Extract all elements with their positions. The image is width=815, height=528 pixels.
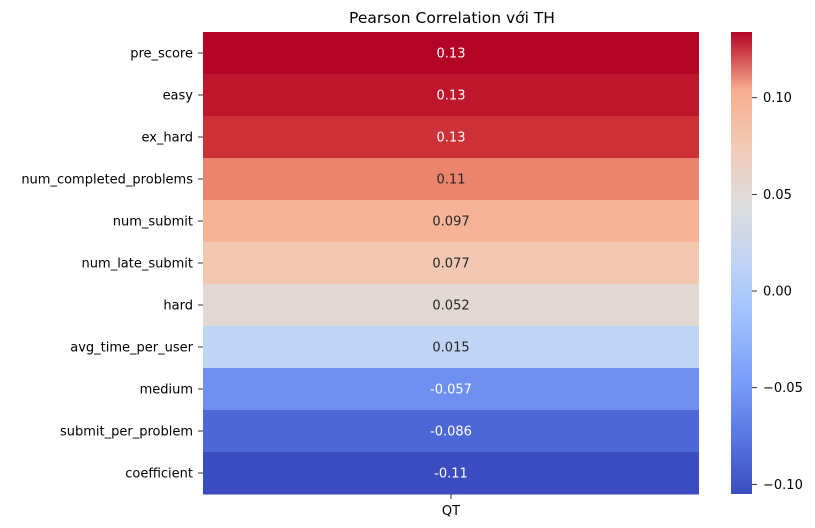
cell-value-label: 0.13 (437, 131, 466, 146)
cell-value-label: 0.077 (432, 257, 469, 272)
column-label: QT (442, 504, 460, 519)
row-label: avg_time_per_user (70, 341, 193, 356)
heatmap-cell (203, 158, 699, 201)
row-label: easy (163, 89, 194, 104)
row-label: coefficient (125, 467, 193, 482)
heatmap-cell (203, 74, 699, 117)
heatmap-cell (203, 284, 699, 327)
cell-value-label: 0.015 (432, 341, 469, 356)
heatmap-cell (203, 116, 699, 159)
cell-value-label: 0.13 (437, 47, 466, 62)
cell-value-label: -0.11 (434, 467, 468, 482)
heatmap-cell (203, 200, 699, 243)
colorbar-gradient (731, 32, 752, 494)
column-labels: QT (442, 494, 460, 519)
row-label: pre_score (130, 47, 193, 62)
heatmap-cell (203, 32, 699, 75)
colorbar-tick-label: −0.10 (763, 478, 803, 493)
colorbar-tick-label: 0.05 (763, 188, 792, 203)
cell-value-label: 0.097 (432, 215, 469, 230)
row-label: ex_hard (141, 131, 193, 146)
row-label: submit_per_problem (60, 425, 193, 440)
heatmap-cell (203, 242, 699, 285)
row-label: num_completed_problems (21, 173, 193, 188)
cell-value-label: -0.086 (430, 425, 472, 440)
colorbar-tick-label: −0.05 (763, 381, 803, 396)
heatmap-cell (203, 410, 699, 453)
chart-title: Pearson Correlation với TH (349, 9, 555, 27)
heatmap-cell (203, 452, 699, 495)
row-label: hard (163, 299, 193, 314)
cell-value-label: 0.13 (437, 89, 466, 104)
cell-value-label: 0.11 (437, 173, 466, 188)
row-label: medium (140, 383, 193, 398)
row-label: num_submit (113, 215, 193, 230)
row-label: num_late_submit (82, 257, 193, 272)
colorbar-ticks: 0.10 0.05 0.00 −0.05 −0.10 (752, 91, 803, 493)
heatmap-cell (203, 326, 699, 369)
colorbar-tick-label: 0.10 (763, 91, 792, 106)
heatmap-cell (203, 368, 699, 411)
colorbar-tick-label: 0.00 (763, 285, 792, 300)
heatmap-cells: 0.13 0.13 0.13 0.11 0.097 0.077 0.052 0.015 -0.0… (203, 32, 699, 495)
cell-value-label: 0.052 (432, 299, 469, 314)
colorbar (731, 32, 752, 494)
cell-value-label: -0.057 (430, 383, 472, 398)
